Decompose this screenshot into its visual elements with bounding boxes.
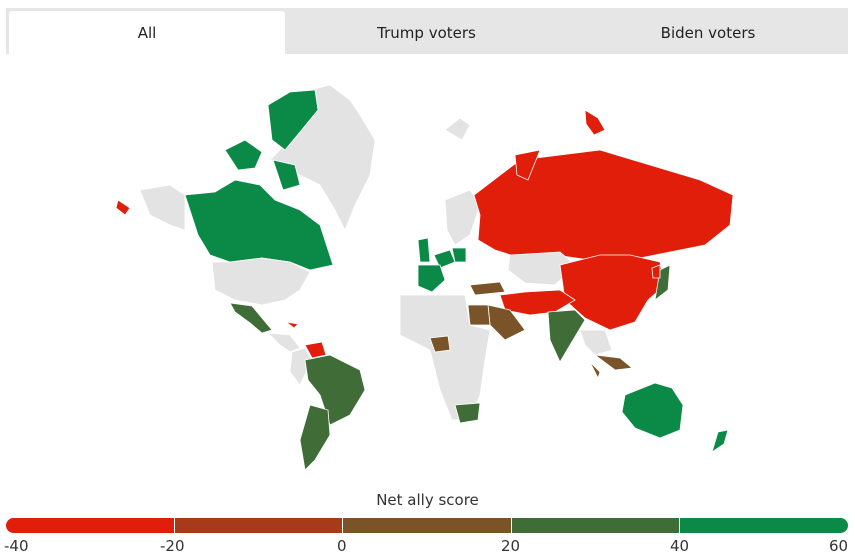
legend-tick: -40 bbox=[4, 537, 29, 555]
land-iceland[interactable] bbox=[444, 117, 471, 141]
land-russia[interactable] bbox=[473, 149, 734, 263]
tab-all[interactable]: All bbox=[9, 11, 285, 54]
tab-biden-voters[interactable]: Biden voters bbox=[660, 23, 756, 42]
land-turkey[interactable] bbox=[469, 281, 506, 296]
legend-tick: 0 bbox=[337, 537, 347, 555]
legend-segment bbox=[173, 518, 343, 533]
legend-title: Net ally score bbox=[376, 491, 479, 509]
land-scandinavia[interactable] bbox=[444, 189, 481, 246]
land-canada-mainland[interactable] bbox=[184, 179, 334, 271]
land-mexico[interactable] bbox=[229, 302, 273, 334]
land-nigeria[interactable] bbox=[429, 335, 451, 353]
legend-segment bbox=[510, 518, 680, 533]
land-southeast-asia[interactable] bbox=[579, 329, 613, 356]
land-france-iberia[interactable] bbox=[417, 264, 446, 293]
land-india[interactable] bbox=[547, 309, 586, 363]
land-indonesia[interactable] bbox=[589, 354, 633, 380]
land-egypt[interactable] bbox=[467, 304, 491, 326]
legend-segment bbox=[6, 518, 174, 533]
land-usa[interactable] bbox=[211, 257, 311, 306]
land-china[interactable] bbox=[559, 254, 666, 331]
land-western-europe[interactable] bbox=[417, 237, 467, 269]
land-andes-north[interactable] bbox=[289, 347, 313, 386]
legend-segment bbox=[679, 518, 848, 533]
land-new-zealand[interactable] bbox=[711, 429, 729, 453]
land-central-america[interactable] bbox=[266, 332, 301, 353]
land-australia[interactable] bbox=[621, 382, 684, 439]
land-canada-islands[interactable] bbox=[224, 89, 319, 191]
land-cuba[interactable] bbox=[285, 321, 299, 329]
land-brazil[interactable] bbox=[304, 354, 366, 426]
legend-tick: 60 bbox=[829, 537, 849, 555]
tab-bar: All Trump voters Biden voters bbox=[6, 8, 848, 54]
tab-trump-voters[interactable]: Trump voters bbox=[377, 23, 476, 42]
land-alaska[interactable] bbox=[139, 184, 186, 231]
legend-color-bar bbox=[6, 518, 848, 533]
world-map bbox=[115, 84, 734, 471]
legend-tick: -20 bbox=[160, 537, 185, 555]
land-argentina[interactable] bbox=[299, 404, 331, 471]
land-south-africa[interactable] bbox=[454, 402, 481, 424]
land-north-korea[interactable] bbox=[651, 264, 661, 279]
land-russia-arctic[interactable] bbox=[514, 109, 606, 181]
land-aleutian[interactable] bbox=[115, 199, 131, 216]
land-central-asia[interactable] bbox=[507, 251, 576, 286]
legend-tick: 20 bbox=[501, 537, 521, 555]
land-venezuela[interactable] bbox=[304, 341, 327, 359]
legend-tick: 40 bbox=[670, 537, 690, 555]
land-japan[interactable] bbox=[654, 264, 671, 301]
legend-segment bbox=[342, 518, 511, 533]
